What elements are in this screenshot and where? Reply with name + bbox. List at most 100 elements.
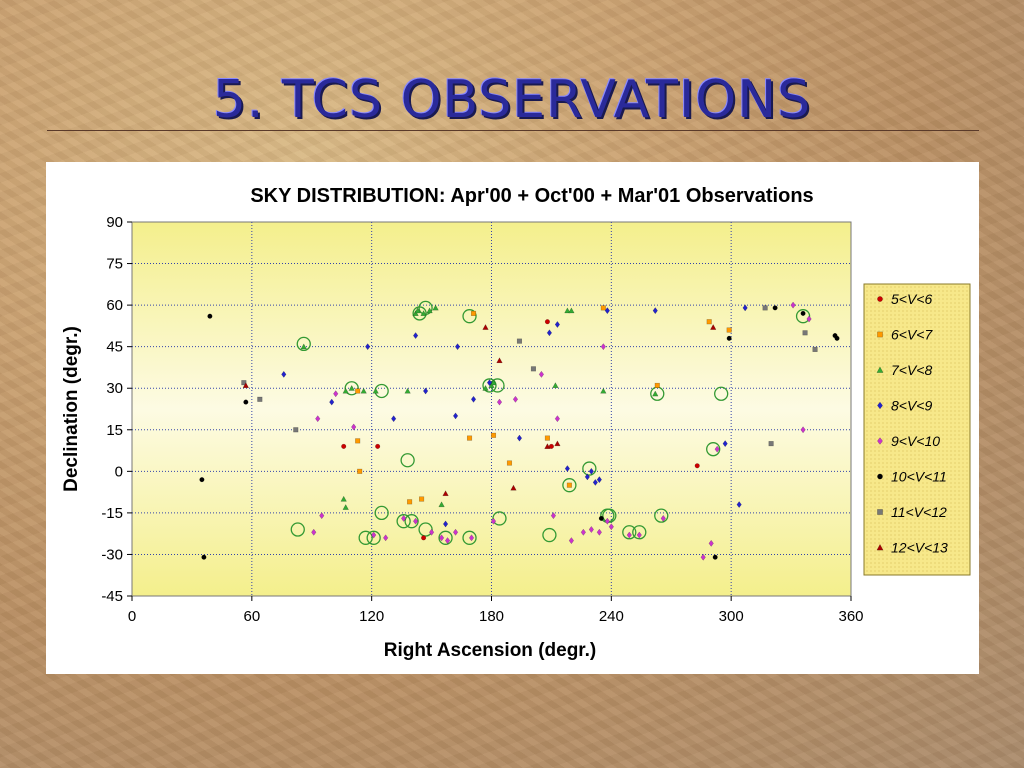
- legend-marker: [877, 401, 883, 410]
- x-tick-label: 180: [479, 608, 504, 625]
- data-point: [736, 501, 742, 509]
- x-tick-label: 300: [719, 608, 744, 625]
- highlight-ring: [462, 530, 477, 545]
- legend-marker: [877, 509, 883, 515]
- legend: 5<V<6 6<V<7 7<V<8 8<V<9 9<V<10 10<V<11 11<V<12…: [863, 283, 971, 576]
- legend-marker: [877, 437, 883, 445]
- data-point: [421, 535, 427, 541]
- data-point: [342, 387, 349, 394]
- x-tick-label: 0: [128, 608, 136, 625]
- data-point: [708, 539, 714, 547]
- legend-label: 7<V<8: [891, 362, 932, 378]
- data-point: [600, 343, 606, 351]
- highlight-ring: [396, 514, 411, 529]
- data-point: [482, 323, 489, 330]
- data-point: [315, 415, 321, 423]
- data-point: [544, 435, 550, 441]
- highlight-ring: [602, 508, 617, 523]
- data-point: [371, 531, 377, 539]
- data-point: [600, 305, 606, 311]
- data-point: [490, 517, 497, 525]
- data-point: [490, 432, 497, 438]
- y-tick-label: -15: [101, 505, 123, 522]
- data-point: [742, 304, 748, 312]
- x-tick-label: 240: [599, 608, 624, 625]
- data-point: [510, 484, 517, 491]
- data-point: [584, 473, 590, 481]
- data-point: [420, 310, 427, 316]
- data-point: [468, 534, 475, 542]
- data-point: [714, 445, 720, 453]
- data-point: [812, 346, 818, 352]
- legend-marker: [876, 543, 884, 551]
- highlight-ring: [542, 527, 557, 543]
- data-point: [544, 443, 551, 449]
- data-point: [201, 554, 207, 560]
- data-point: [568, 307, 575, 314]
- data-point: [454, 343, 461, 351]
- data-point: [506, 460, 513, 466]
- data-point: [444, 537, 451, 545]
- legend-label: 9<V<10: [891, 433, 940, 449]
- data-point: [706, 319, 712, 325]
- data-point: [351, 423, 357, 431]
- data-point: [554, 440, 561, 447]
- data-point: [404, 387, 411, 394]
- data-point: [293, 427, 299, 433]
- highlight-ring: [706, 442, 721, 457]
- data-point: [544, 319, 550, 325]
- data-point: [300, 343, 307, 350]
- highlight-rings: [290, 300, 811, 545]
- highlight-ring: [366, 530, 381, 545]
- data-point: [348, 384, 355, 391]
- legend-marker: [877, 473, 883, 480]
- data-point: [355, 388, 361, 394]
- data-point: [319, 512, 325, 520]
- data-point: [470, 310, 477, 316]
- data-point: [726, 327, 732, 333]
- data-point: [383, 534, 389, 542]
- y-tick-label: -45: [101, 588, 123, 605]
- data-point: [432, 304, 439, 311]
- data-points: [199, 301, 840, 561]
- data-point: [564, 307, 571, 314]
- data-point: [391, 415, 397, 423]
- data-point: [550, 512, 557, 520]
- highlight-ring: [418, 522, 433, 537]
- y-tick-label: 60: [106, 297, 123, 314]
- highlight-ring: [438, 530, 453, 545]
- highlight-ring: [714, 386, 729, 401]
- data-point: [412, 332, 419, 340]
- data-point: [428, 528, 435, 536]
- data-point: [372, 387, 379, 394]
- data-point: [768, 441, 774, 447]
- legend-marker: [876, 366, 884, 373]
- data-point: [365, 343, 371, 351]
- data-point: [802, 330, 808, 336]
- data-point: [311, 528, 317, 536]
- data-point: [470, 395, 477, 403]
- data-point: [580, 528, 586, 536]
- data-point: [722, 440, 728, 448]
- legend-label: 12<V<13: [891, 540, 948, 556]
- highlight-ring: [400, 453, 415, 468]
- data-point: [588, 467, 594, 475]
- legend-label: 11<V<12: [891, 504, 947, 520]
- legend-label: 10<V<11: [891, 469, 947, 485]
- data-point: [709, 323, 717, 330]
- data-point: [340, 495, 347, 502]
- x-tick-label: 60: [243, 608, 260, 625]
- highlight-ring: [632, 525, 647, 540]
- data-point: [360, 387, 367, 394]
- data-point: [834, 335, 840, 341]
- data-point: [257, 396, 263, 402]
- data-point: [660, 514, 666, 522]
- slide-title: 5. TCS OBSERVATIONS: [212, 70, 812, 130]
- y-tick-label: 0: [115, 463, 123, 480]
- data-point: [488, 382, 495, 389]
- highlight-ring: [296, 336, 311, 352]
- data-point: [333, 390, 339, 398]
- data-point: [341, 443, 347, 449]
- y-tick-label: 45: [106, 339, 123, 356]
- x-axis-label: Right Ascension (degr.): [384, 640, 597, 661]
